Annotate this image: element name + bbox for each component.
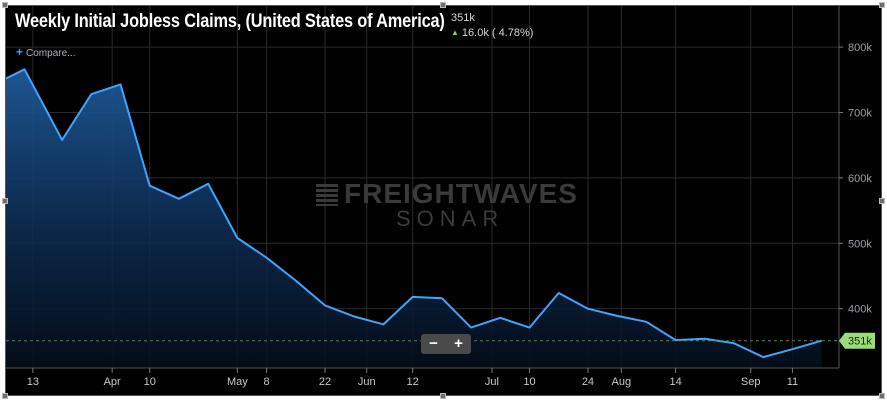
change-value: 16.0k ( 4.78%)	[461, 27, 534, 39]
x-tick-label: 14	[669, 376, 681, 388]
resize-handle-bottom-left[interactable]	[2, 393, 8, 399]
zoom-controls: − +	[421, 334, 471, 354]
x-tick-label: 8	[264, 376, 270, 388]
resize-handle-left[interactable]	[2, 198, 8, 204]
resize-handle-top-left[interactable]	[2, 2, 8, 8]
jobless-claims-chart: 400k 500k 600k 700k 800k 13 Apr 10 May 8 22 Jun 12 Ju…	[6, 6, 875, 388]
resize-handle-top-right[interactable]	[879, 2, 885, 8]
x-tick-label: 13	[27, 376, 39, 388]
x-tick-label: 24	[582, 376, 594, 388]
x-tick-label: Jun	[358, 376, 376, 388]
x-tick-label: 12	[407, 376, 419, 388]
zoom-in-button[interactable]: +	[454, 335, 463, 352]
y-tick-label: 800k	[848, 42, 872, 54]
resize-handle-bottom-right[interactable]	[879, 393, 885, 399]
last-value-tag	[839, 332, 875, 349]
change-indicator: ▲ 16.0k ( 4.78%)	[451, 27, 533, 39]
y-tick-label: 400k	[848, 304, 872, 316]
up-arrow-icon: ▲	[451, 28, 459, 37]
zoom-out-button[interactable]: −	[429, 335, 438, 352]
resize-handle-top[interactable]	[440, 2, 446, 8]
x-tick-label: Apr	[104, 376, 121, 388]
x-tick-label: Jul	[485, 376, 499, 388]
x-tick-label: 10	[144, 376, 156, 388]
chart-panel: 400k 500k 600k 700k 800k 13 Apr 10 May 8 22 Jun 12 Ju…	[5, 5, 882, 396]
watermark-sonar: SONAR	[396, 206, 505, 231]
freightwaves-logo-icon	[316, 184, 338, 206]
watermark-logo: FREIGHTWAVES	[316, 178, 578, 210]
series-line	[6, 68, 822, 359]
last-value: 351k	[451, 12, 475, 24]
watermark-line1: FREIGHTWAVES	[344, 178, 578, 209]
x-tick-label: Sep	[741, 376, 761, 388]
x-tick-label: May	[227, 376, 248, 388]
y-tick-label: 600k	[848, 173, 872, 185]
x-tick-label: 10	[523, 376, 535, 388]
chart-title: Weekly Initial Jobless Claims, (United S…	[15, 11, 445, 32]
compare-label: Compare...	[26, 48, 76, 59]
plus-icon: +	[16, 45, 24, 59]
y-tick-label: 500k	[848, 238, 872, 250]
series-area	[6, 69, 822, 369]
compare-button[interactable]: + Compare...	[16, 45, 75, 59]
x-tick-label: 22	[319, 376, 331, 388]
last-value-tag-label: 351k	[848, 336, 872, 348]
resize-handle-right[interactable]	[879, 198, 885, 204]
y-tick-label: 700k	[848, 107, 872, 119]
x-tick-label: 11	[787, 376, 798, 388]
resize-handle-bottom[interactable]	[440, 393, 446, 399]
x-tick-label: Aug	[612, 376, 632, 388]
